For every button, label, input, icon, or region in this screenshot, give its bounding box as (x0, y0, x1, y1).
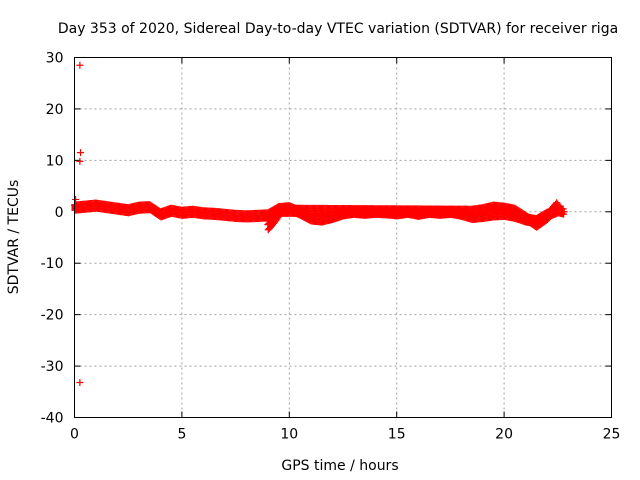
data-point (77, 149, 85, 157)
data-point (76, 157, 84, 165)
x-tick-label: 0 (70, 427, 79, 443)
y-tick-label: -40 (41, 411, 64, 427)
data-point (553, 204, 561, 212)
data-point (560, 208, 568, 216)
x-tick-label: 5 (177, 427, 186, 443)
y-tick-label: -10 (41, 256, 64, 272)
y-tick-label: 0 (55, 205, 64, 221)
plot-frame (74, 57, 612, 418)
y-tick-label: 30 (46, 51, 64, 67)
x-tick-label: 20 (495, 427, 513, 443)
y-tick-label: -30 (41, 359, 64, 375)
data-points (71, 61, 568, 387)
y-tick-label: -20 (41, 308, 64, 324)
data-point (76, 61, 84, 69)
chart-title: Day 353 of 2020, Sidereal Day-to-day VTE… (58, 21, 618, 37)
grid-lines (74, 57, 612, 418)
y-tick-label: 20 (46, 102, 64, 118)
data-point (72, 195, 80, 203)
axis-ticks: 0 5 10 15 20 25 -40 -30 -20 -10 0 10 20 30 (41, 51, 621, 443)
y-axis-label: SDTVAR / TECUs (6, 180, 22, 295)
data-point (76, 379, 84, 387)
x-tick-label: 15 (388, 427, 406, 443)
x-axis-label: GPS time / hours (281, 458, 398, 474)
data-point (554, 200, 562, 208)
y-tick-label: 10 (46, 153, 64, 169)
x-tick-label: 10 (280, 427, 298, 443)
x-tick-label: 25 (603, 427, 621, 443)
data-point (552, 205, 560, 213)
